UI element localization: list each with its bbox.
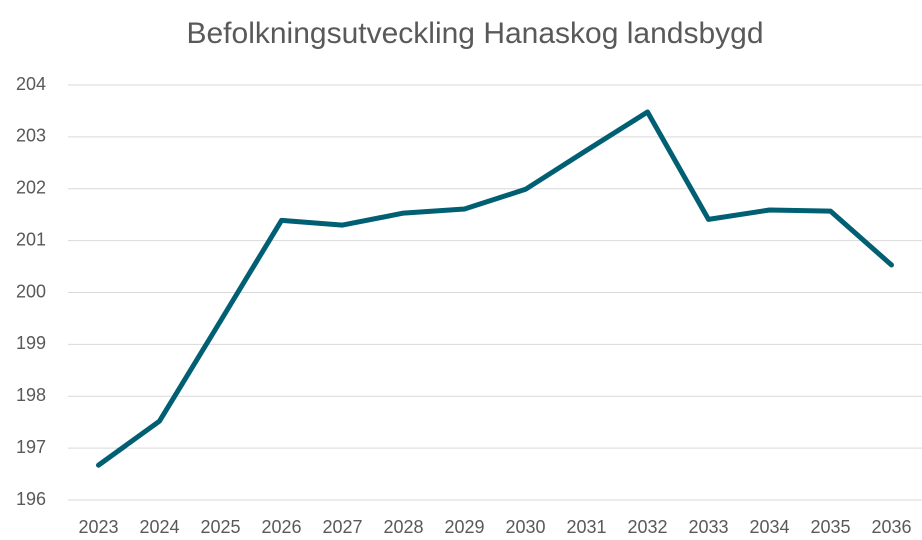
x-tick-label: 2036 [871, 517, 911, 537]
y-tick-label: 201 [16, 229, 46, 249]
x-tick-label: 2025 [200, 517, 240, 537]
data-line [96, 109, 894, 468]
y-tick-label: 202 [16, 178, 46, 198]
y-tick-label: 197 [16, 437, 46, 457]
x-tick-label: 2030 [505, 517, 545, 537]
x-tick-label: 2026 [261, 517, 301, 537]
x-tick-label: 2033 [688, 517, 728, 537]
y-tick-label: 199 [16, 333, 46, 353]
x-tick-label: 2024 [139, 517, 179, 537]
y-tick-label: 196 [16, 489, 46, 509]
x-tick-label: 2027 [322, 517, 362, 537]
y-tick-label: 198 [16, 385, 46, 405]
x-tick-label: 2023 [78, 517, 118, 537]
y-tick-label: 200 [16, 281, 46, 301]
y-tick-label: 203 [16, 126, 46, 146]
y-tick-label: 204 [16, 74, 46, 94]
x-tick-label: 2031 [566, 517, 606, 537]
x-tick-label: 2029 [444, 517, 484, 537]
x-tick-label: 2032 [627, 517, 667, 537]
x-tick-label: 2034 [749, 517, 789, 537]
chart-title: Befolkningsutveckling Hanaskog landsbygd [186, 17, 763, 50]
x-tick-label: 2035 [810, 517, 850, 537]
x-tick-label: 2028 [383, 517, 423, 537]
